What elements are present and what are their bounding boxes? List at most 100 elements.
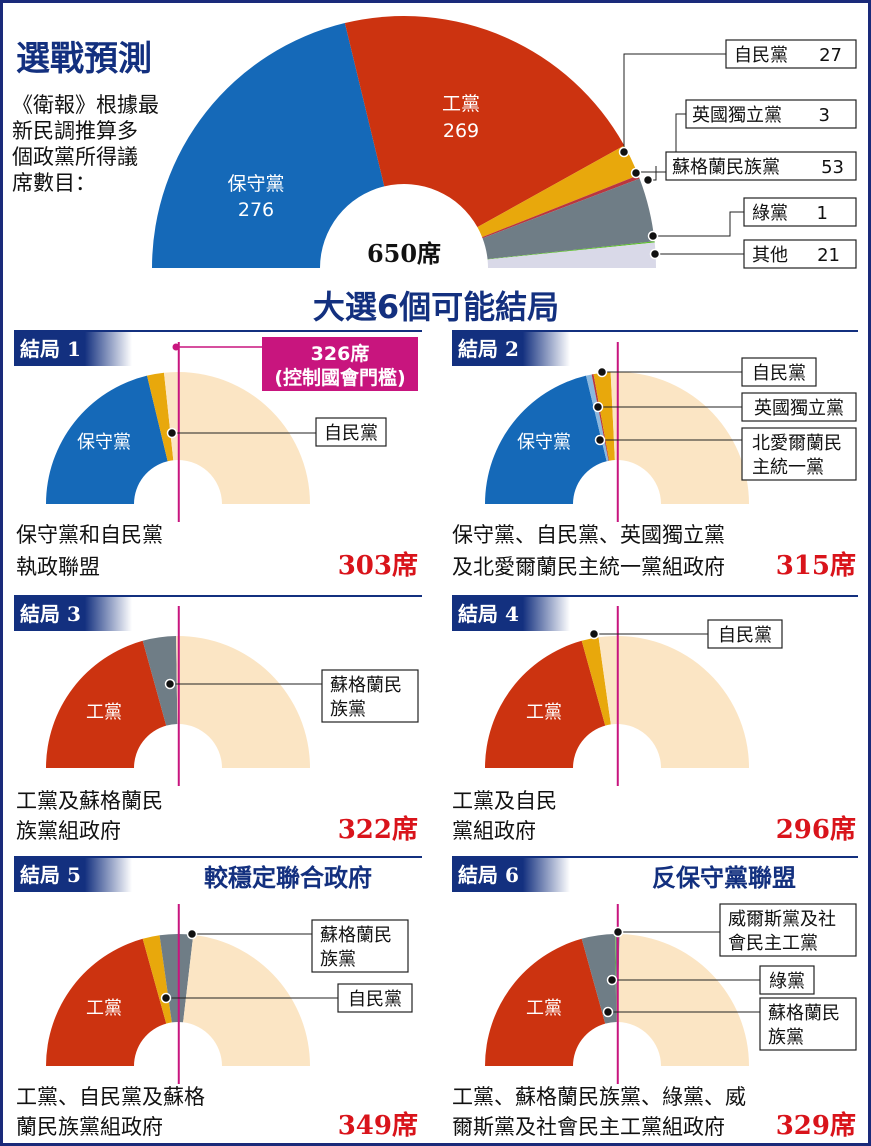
p1-total: 303席 (338, 550, 418, 581)
p1-caption-2: 執政聯盟 (16, 555, 100, 579)
panel-4-slice-2 (581, 637, 611, 726)
p2-caption-2: 及北愛爾蘭民主統一黨組政府 (452, 555, 725, 579)
p3-caption-1: 工黨及蘇格蘭民 (16, 789, 163, 813)
p2-callout-ukip: 英國獨立黨 (741, 392, 857, 422)
panel-2-tab (452, 330, 570, 366)
svg-text:自民黨: 自民黨 (718, 625, 772, 646)
main-callout-dots (618, 146, 661, 260)
main-label-other: 其他 21 (743, 239, 857, 269)
panel-5-slice-3 (159, 934, 194, 1023)
svg-text:自民黨: 自民黨 (752, 363, 806, 384)
dot-green (647, 230, 659, 242)
threshold-line-1: 326席 (311, 342, 370, 365)
p2-total: 315席 (776, 550, 856, 581)
main-label-green: 綠黨 1 (743, 197, 857, 227)
main-callout-leaders (623, 53, 744, 255)
panel-6-slice-2 (581, 934, 617, 1024)
svg-text:英國獨立黨: 英國獨立黨 (692, 105, 782, 126)
dot-other (649, 248, 661, 260)
main-slice-1 (152, 23, 385, 268)
svg-text:3: 3 (819, 105, 830, 126)
p4-inner-label: 工黨 (526, 702, 562, 723)
svg-text:1: 1 (817, 203, 828, 224)
dot-libdem (618, 146, 630, 158)
svg-text:蘇格蘭民: 蘇格蘭民 (768, 1003, 840, 1024)
panel-4-slice-1 (485, 640, 606, 768)
svg-text:21: 21 (817, 245, 840, 266)
panel-6-tab (452, 856, 570, 892)
svg-text:威爾斯黨及社: 威爾斯黨及社 (728, 909, 836, 930)
svg-text:族黨: 族黨 (320, 949, 356, 970)
svg-text:自民黨: 自民黨 (324, 423, 378, 444)
svg-text:27: 27 (819, 45, 842, 66)
panel-3-label: 結局 3 (20, 602, 81, 626)
desc-line-4: 席數目： (12, 171, 96, 195)
panel-2-slice-remaining (610, 372, 749, 504)
svg-text:主統一黨: 主統一黨 (752, 457, 824, 478)
p4-caption-2: 黨組政府 (452, 819, 536, 843)
svg-text:蘇格蘭民: 蘇格蘭民 (330, 675, 402, 696)
panel-2-slice-1 (485, 375, 607, 504)
svg-text:53: 53 (821, 157, 844, 178)
panel-6-slice-1 (485, 938, 606, 1066)
panel-4-slice-remaining (598, 636, 749, 768)
panel-3-slice-2 (142, 636, 178, 726)
p5-callout-snp: 蘇格蘭民族黨 (311, 919, 409, 973)
p2-callout-libdem: 自民黨 (741, 357, 817, 387)
panel-1-slice-remaining (163, 372, 310, 504)
main-slice-label-conservative: 保守黨 (227, 173, 284, 195)
p4-caption-1: 工黨及自民 (452, 789, 557, 813)
leader-libdem (623, 53, 726, 150)
panel-2-label: 結局 2 (458, 337, 519, 361)
main-label-snp: 蘇格蘭民族黨 53 (665, 151, 857, 181)
p1-caption-1: 保守黨和自民黨 (16, 523, 163, 547)
svg-text:自民黨: 自民黨 (734, 45, 788, 66)
threshold-line-2: (控制國會門檻) (274, 366, 405, 389)
dot-ukip (630, 167, 642, 179)
panel-1-slice-1 (46, 375, 168, 504)
p4-total: 296席 (776, 814, 856, 845)
p3-callout-snp: 蘇格蘭民族黨 (321, 669, 419, 723)
p6-callout-green: 綠黨 (759, 965, 815, 995)
main-title: 選戰預測 (16, 39, 152, 79)
svg-text:蘇格蘭民: 蘇格蘭民 (320, 925, 392, 946)
svg-text:蘇格蘭民族黨: 蘇格蘭民族黨 (672, 157, 780, 178)
panel-1-slice-2 (147, 372, 174, 462)
panel-5-subtitle: 較穩定聯合政府 (204, 864, 372, 892)
dot-snp (642, 174, 654, 186)
section-title: 大選6個可能結局 (313, 288, 559, 326)
panel-6-label: 結局 6 (458, 863, 519, 887)
svg-text:族黨: 族黨 (330, 699, 366, 720)
main-slice-7 (487, 242, 656, 268)
main-label-libdem: 自民黨 27 (725, 39, 857, 69)
leader-green (654, 211, 744, 237)
panel-4-tab (452, 595, 570, 631)
p3-total: 322席 (338, 814, 418, 845)
panel-6-slice-remaining (617, 934, 749, 1066)
p6-inner-label: 工黨 (526, 998, 562, 1019)
svg-text:自民黨: 自民黨 (348, 989, 402, 1010)
main-slice-4 (482, 175, 640, 239)
main-slice-6 (487, 241, 655, 260)
main-seat-chart (152, 16, 656, 268)
main-label-ukip: 英國獨立黨 3 (685, 99, 857, 129)
p2-inner-label: 保守黨 (517, 432, 571, 453)
panel-5-tab (14, 856, 132, 892)
p5-inner-label: 工黨 (86, 998, 122, 1019)
svg-text:族黨: 族黨 (768, 1027, 804, 1048)
svg-text:北愛爾蘭民: 北愛爾蘭民 (752, 433, 842, 454)
panel-3-tab (14, 595, 132, 631)
panel-5-slice-remaining (183, 934, 310, 1066)
p1-callout-libdem: 自民黨 (315, 417, 387, 447)
main-slice-value-conservative: 276 (238, 199, 274, 221)
leader-ukip (638, 113, 686, 173)
p5-caption-2: 蘭民族黨組政府 (16, 1115, 163, 1139)
desc-line-2: 新民調推算多 (12, 119, 138, 143)
panel-5-label: 結局 5 (20, 863, 81, 887)
total-seats-label: 650席 (367, 239, 441, 268)
p1-inner-label: 保守黨 (77, 432, 131, 453)
panel-3-slice-remaining (176, 636, 310, 768)
panel-6-subtitle: 反保守黨聯盟 (652, 864, 796, 892)
p3-caption-2: 族黨組政府 (16, 819, 121, 843)
p5-caption-1: 工黨、自民黨及蘇格 (16, 1085, 205, 1109)
